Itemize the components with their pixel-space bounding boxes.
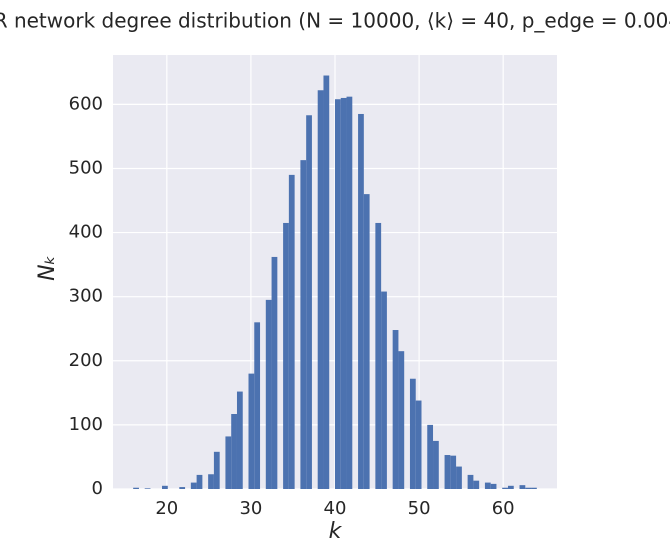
bar (427, 424, 434, 489)
y-tick-label: 100 (69, 414, 103, 435)
bar (283, 222, 289, 490)
bar (196, 474, 203, 489)
bar (381, 291, 387, 489)
bar (507, 485, 514, 489)
y-axis-label: Nₖ (35, 255, 60, 281)
y-tick-label: 200 (69, 350, 103, 371)
y-tick-label: 0 (92, 478, 103, 499)
bar (444, 455, 451, 489)
bar (300, 160, 307, 490)
bar (490, 483, 497, 489)
x-tick-label: 50 (408, 498, 431, 519)
bar (398, 351, 405, 489)
bar (254, 322, 261, 489)
bar (179, 487, 186, 489)
bar (340, 97, 347, 489)
bar (363, 194, 370, 489)
bar (213, 451, 220, 489)
bar (375, 222, 382, 490)
x-tick-label: 40 (324, 498, 347, 519)
bar (358, 113, 364, 489)
bar (144, 488, 151, 489)
bar (415, 400, 422, 489)
bar (208, 474, 214, 489)
bar (502, 487, 508, 489)
bar (409, 378, 416, 489)
bar (190, 482, 197, 489)
bar (519, 485, 526, 489)
bar (392, 330, 399, 489)
y-tick-label: 600 (69, 93, 103, 114)
bar (306, 115, 312, 489)
y-tick-label: 500 (69, 157, 103, 178)
bar (335, 99, 341, 489)
bar (323, 75, 330, 489)
bar (456, 466, 462, 489)
x-tick-label: 20 (155, 498, 178, 519)
y-tick-label: 400 (69, 222, 103, 243)
bar (162, 485, 168, 489)
bar (467, 474, 474, 489)
bar (236, 391, 243, 489)
bar (288, 174, 295, 489)
y-tick-label: 300 (69, 286, 103, 307)
bar (231, 413, 237, 489)
bar (265, 299, 272, 489)
bar (473, 480, 480, 489)
x-tick-label: 30 (239, 498, 262, 519)
bar (133, 487, 139, 489)
bar (450, 455, 457, 489)
bar (317, 90, 324, 490)
bar (346, 96, 353, 489)
bar (248, 373, 255, 489)
bar (225, 436, 232, 489)
bar (531, 487, 537, 489)
bar (484, 482, 491, 489)
bar (433, 440, 439, 489)
bar (525, 487, 532, 489)
x-tick-label: 60 (492, 498, 515, 519)
bar (271, 256, 278, 489)
x-axis-label: k (329, 519, 343, 544)
chart-title: ER network degree distribution (N = 1000… (0, 9, 670, 33)
